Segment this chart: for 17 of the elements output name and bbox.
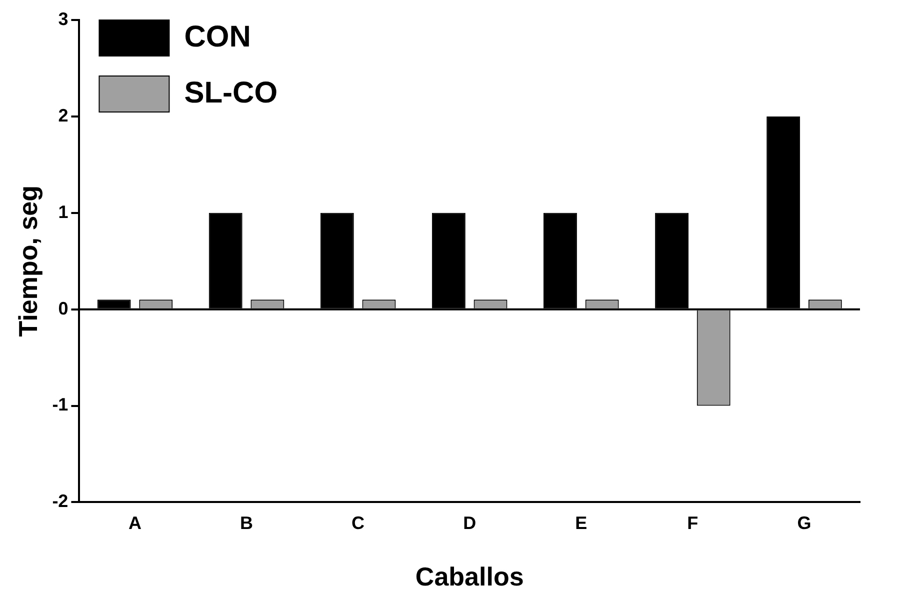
x-tick-label: D: [463, 512, 476, 533]
y-tick-label: 1: [58, 202, 68, 222]
x-tick-label: B: [240, 512, 254, 533]
x-tick-label: F: [687, 512, 698, 533]
x-tick-label: G: [797, 512, 812, 533]
y-tick-label: 0: [58, 298, 68, 318]
x-tick-label: A: [128, 512, 142, 533]
legend-label: SL-CO: [184, 76, 278, 110]
x-axis-title: Caballos: [415, 562, 524, 592]
y-tick-label: 2: [58, 105, 68, 126]
x-tick-label: C: [352, 512, 365, 533]
y-axis-title: Tiempo, seg: [12, 185, 43, 337]
x-tick-label: E: [575, 512, 588, 533]
y-tick-label: -1: [52, 394, 68, 415]
y-tick-label: -2: [52, 491, 68, 512]
y-tick-label: 3: [58, 8, 68, 29]
legend-label: CON: [184, 20, 251, 54]
